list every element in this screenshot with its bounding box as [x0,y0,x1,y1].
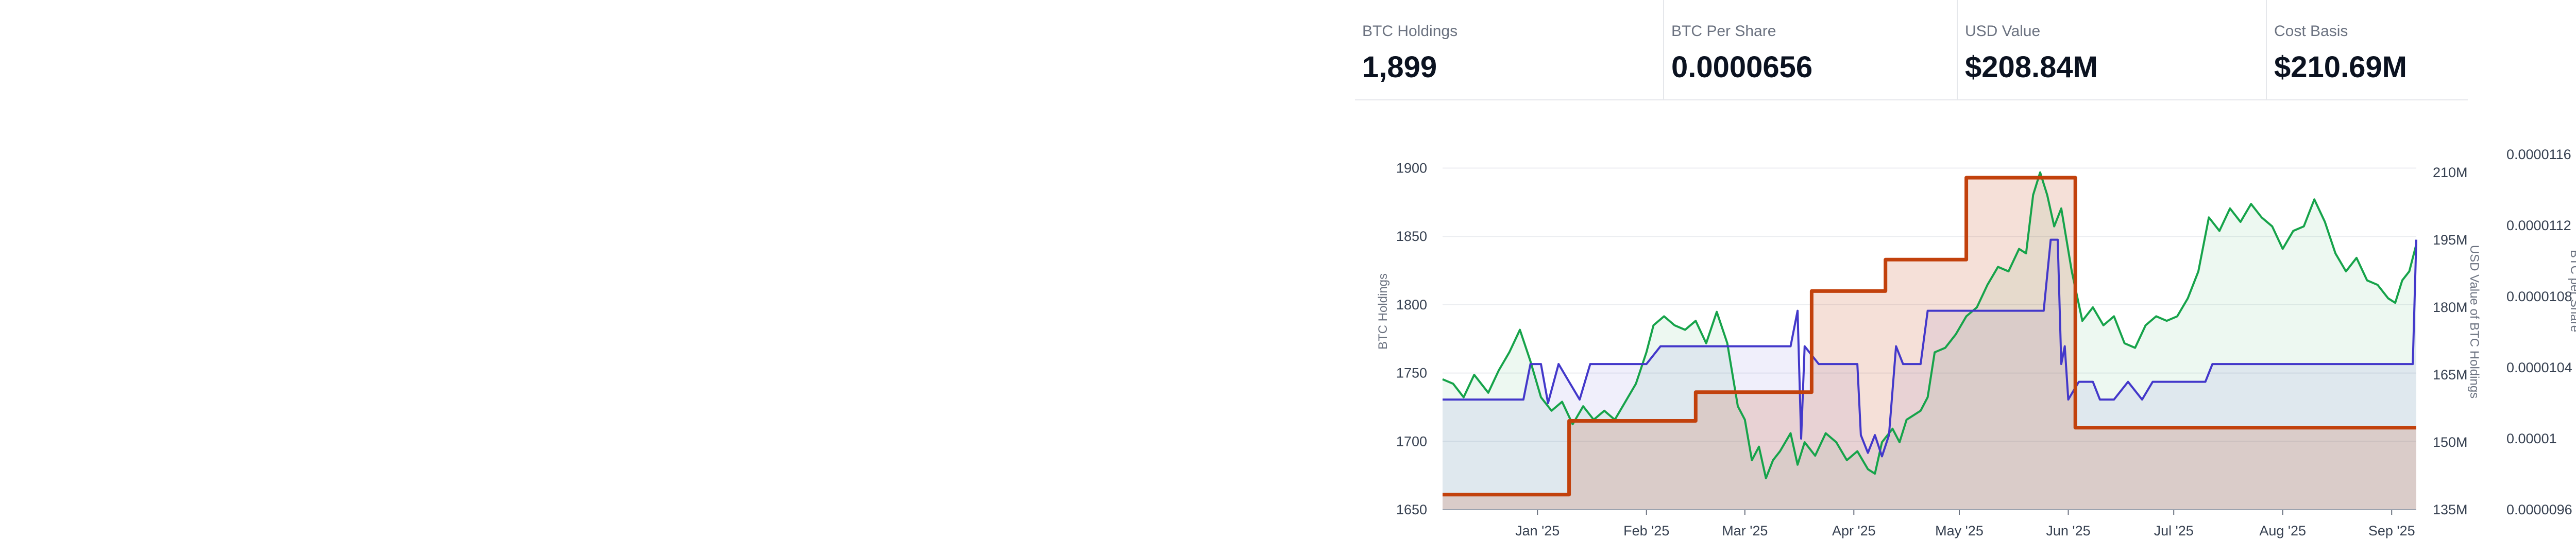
stat-btc-per-share: BTC Per Share 0.0000656 [1664,0,1958,100]
usd-axis-title: USD Value of BTC Holdings [2467,245,2481,398]
series-line-usd [1442,171,2417,479]
series-lines [1442,171,2417,497]
series-fills [1443,172,2416,510]
y-tick-label-left: 1800 [1396,297,1427,312]
x-tick-label: Jan '25 [1515,523,1560,538]
stat-btc-holdings: BTC Holdings 1,899 [1355,0,1664,100]
x-tick-label: Apr '25 [1832,523,1876,538]
left-axis-title: BTC Holdings [1376,273,1390,350]
y-tick-label-left: 1750 [1396,366,1427,381]
x-tick-label: Jun '25 [2046,523,2090,538]
y-tick-label-usd: 195M [2433,232,2468,248]
stat-label: USD Value [1965,23,2041,40]
series-area-holdings [1443,178,2416,510]
y-tick-label-left: 1650 [1396,502,1427,517]
x-tick-label: May '25 [1935,523,1984,538]
y-tick-label-share: 0.0000116 [2506,147,2571,162]
stat-usd-value: USD Value $208.84M [1958,0,2267,100]
y-tick-label-share: 0.00001 [2506,431,2557,446]
stat-value: 0.0000656 [1671,50,1813,84]
stat-cost-basis: Cost Basis $210.69M [2267,0,2468,100]
y-tick-label-usd: 180M [2433,300,2468,315]
y-tick-label-usd: 165M [2433,367,2468,383]
series-line-holdings [1443,176,2416,497]
stat-value: $208.84M [1965,50,2098,84]
stat-value: 1,899 [1362,50,1437,84]
y-tick-label-share: 0.0000096 [2506,502,2572,517]
stat-value: $210.69M [2274,50,2407,84]
y-tick-label-share: 0.0000108 [2506,289,2572,304]
series-area-share [1443,239,2416,510]
y-tick-label-left: 1700 [1396,433,1427,449]
y-tick-label-usd: 210M [2433,165,2468,180]
axis-ticks: 1650 1700 1750 1800 1850 1900 135M 150M 165M 180M… [1396,147,2572,538]
series-area-usd [1443,172,2416,510]
y-tick-label-share: 0.0000112 [2506,218,2571,233]
x-tick-label: Aug '25 [2259,523,2306,538]
y-tick-label-share: 0.0000104 [2506,360,2572,375]
stats-bar: BTC Holdings 1,899 BTC Per Share 0.00006… [1355,0,2468,103]
stat-label: BTC Holdings [1362,23,1458,40]
share-axis-title: BTC per Share [2568,250,2576,332]
y-tick-label-usd: 135M [2433,502,2468,517]
y-tick-label-left: 1850 [1396,229,1427,244]
series-line-share [1443,238,2417,458]
stat-label: BTC Per Share [1671,23,1776,40]
x-tick-label: Mar '25 [1722,523,1768,538]
y-tick-label-left: 1900 [1396,161,1427,176]
y-tick-label-usd: 150M [2433,435,2468,450]
x-tick-label: Feb '25 [1623,523,1669,538]
x-tick-label: Sep '25 [2368,523,2415,538]
stat-label: Cost Basis [2274,23,2348,40]
x-tick-label: Jul '25 [2154,523,2194,538]
